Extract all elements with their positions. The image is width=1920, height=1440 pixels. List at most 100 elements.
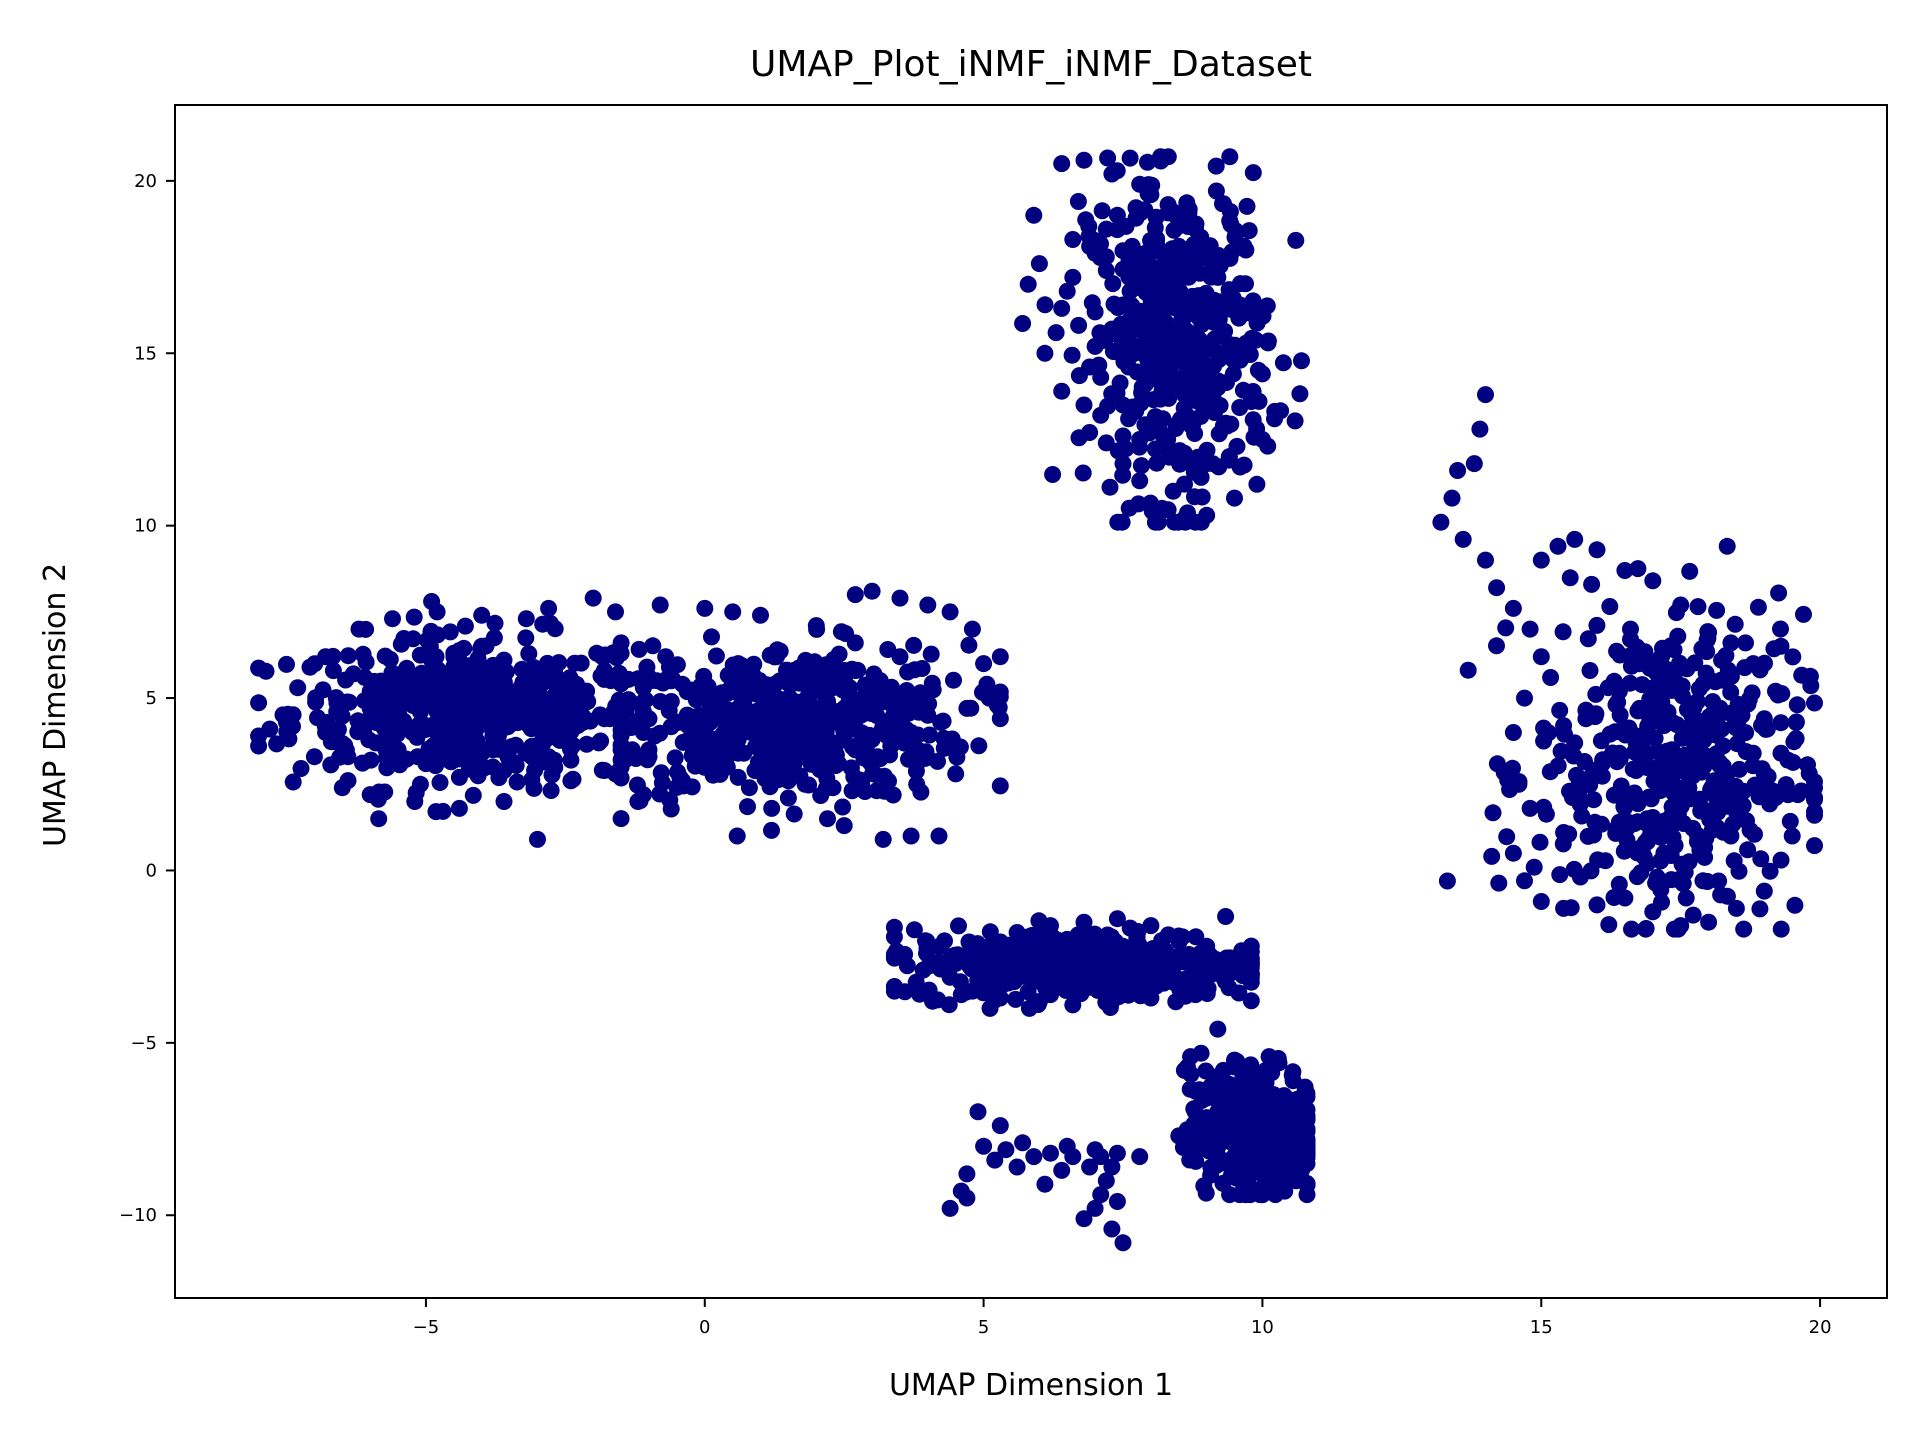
data-point: [1136, 375, 1154, 393]
data-point: [1209, 268, 1227, 286]
data-point: [478, 699, 496, 717]
data-point: [1221, 249, 1239, 267]
data-point: [1053, 968, 1071, 986]
data-point: [517, 703, 535, 721]
data-point: [958, 699, 976, 717]
data-point: [588, 644, 606, 662]
data-point: [1248, 1110, 1266, 1128]
data-point: [1281, 1141, 1299, 1159]
data-point: [813, 734, 831, 752]
data-point: [1220, 1075, 1238, 1093]
data-point: [963, 620, 981, 638]
data-point: [1727, 803, 1745, 821]
data-point: [1136, 975, 1154, 993]
data-point: [551, 696, 569, 714]
data-point: [1772, 744, 1790, 762]
data-point: [1193, 488, 1211, 506]
data-point: [1170, 413, 1188, 431]
data-point: [1700, 913, 1718, 931]
data-point: [485, 629, 503, 647]
data-point: [1684, 906, 1702, 924]
data-point: [1579, 630, 1597, 648]
data-point: [328, 703, 346, 721]
data-point: [1025, 206, 1043, 224]
data-point: [1291, 385, 1309, 403]
data-point: [1231, 351, 1249, 369]
data-point: [908, 755, 926, 773]
data-point: [1554, 623, 1572, 641]
data-point: [623, 741, 641, 759]
data-point: [1191, 264, 1209, 282]
data-point: [517, 610, 535, 628]
data-point: [1588, 616, 1606, 634]
data-point: [1477, 551, 1494, 569]
data-point: [484, 727, 502, 745]
data-point: [389, 741, 407, 759]
data-point: [1253, 1179, 1271, 1197]
data-point: [1142, 262, 1160, 279]
data-point: [1806, 806, 1823, 824]
data-point: [1086, 303, 1104, 321]
data-point: [1221, 148, 1239, 166]
data-point: [1003, 961, 1020, 979]
data-point: [1605, 786, 1623, 804]
data-point: [1432, 513, 1450, 531]
data-point: [757, 693, 775, 710]
data-point: [450, 686, 468, 704]
data-point: [666, 749, 684, 767]
data-point: [333, 779, 351, 797]
data-point: [1097, 1172, 1115, 1190]
data-point: [1772, 920, 1790, 938]
data-point: [1725, 852, 1743, 870]
data-point: [958, 1165, 976, 1183]
data-point: [427, 803, 445, 821]
data-point: [1531, 833, 1549, 851]
data-point: [1231, 458, 1249, 476]
data-point: [835, 817, 853, 835]
data-point: [1555, 824, 1573, 841]
scatter-points: [250, 148, 1823, 1252]
data-point: [612, 672, 630, 690]
data-point: [595, 710, 613, 728]
data-point: [1025, 937, 1043, 955]
data-point: [1036, 1175, 1054, 1193]
data-point: [634, 724, 652, 741]
data-point: [1114, 937, 1132, 955]
data-point: [651, 785, 669, 803]
data-point: [1127, 209, 1145, 227]
data-point: [779, 789, 797, 807]
data-point: [1163, 355, 1181, 373]
data-point: [1237, 1141, 1255, 1159]
data-point: [405, 608, 423, 626]
data-point: [462, 727, 480, 745]
data-point: [1806, 791, 1823, 808]
data-point: [1610, 744, 1628, 762]
data-point: [495, 682, 513, 700]
data-point: [1490, 874, 1508, 892]
data-point: [261, 720, 279, 738]
data-point: [1103, 1158, 1121, 1176]
data-point: [644, 637, 662, 655]
data-point: [1688, 748, 1706, 766]
data-point: [1131, 472, 1149, 490]
data-point: [1788, 696, 1806, 714]
data-point: [1516, 872, 1533, 890]
data-point: [1207, 182, 1225, 200]
data-point: [1454, 530, 1472, 548]
data-point: [1053, 299, 1071, 317]
data-point: [1198, 937, 1216, 955]
data-point: [307, 689, 325, 707]
data-point: [1108, 206, 1126, 224]
data-point: [1616, 562, 1634, 579]
data-point: [361, 699, 379, 717]
y-tick-label: 20: [134, 171, 157, 192]
x-axis-ticks: −5 0 5 10 15 20: [413, 1298, 1832, 1338]
data-point: [1497, 619, 1515, 637]
data-point: [1610, 813, 1628, 831]
data-point: [834, 798, 852, 816]
data-point: [362, 751, 380, 769]
data-point: [378, 699, 396, 717]
data-point: [1142, 362, 1160, 379]
data-point: [1192, 468, 1210, 486]
data-point: [905, 636, 923, 654]
